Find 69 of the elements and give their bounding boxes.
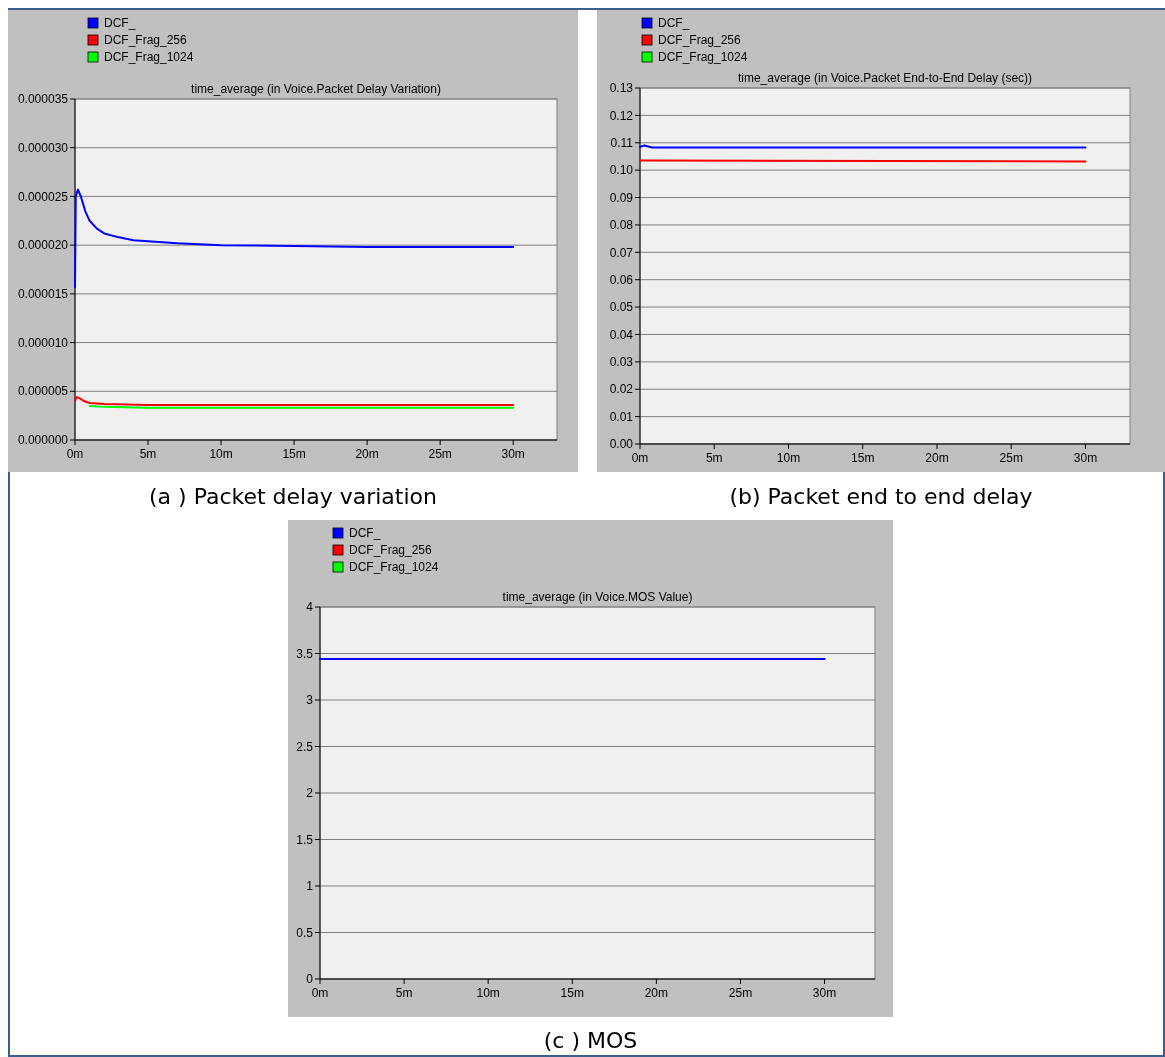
legend-label: DCF_Frag_1024	[104, 50, 194, 64]
y-tick-label: 3.5	[296, 646, 314, 661]
legend-label: DCF_Frag_1024	[658, 50, 748, 64]
legend-label: DCF_Frag_256	[349, 543, 433, 557]
legend-label: DCF_Frag_1024	[349, 560, 439, 574]
y-tick-label: 0.12	[609, 108, 634, 123]
x-tick-label: 20m	[925, 451, 949, 465]
y-tick-label: 2.5	[296, 739, 314, 754]
y-tick-label: 1.5	[296, 832, 314, 847]
y-tick-label: 0.13	[609, 81, 634, 96]
x-tick-label: 5m	[705, 451, 723, 465]
x-tick-label: 10m	[776, 451, 801, 465]
y-tick-label: 0.000000	[17, 433, 69, 448]
y-tick-label: 0.08	[609, 218, 634, 233]
y-tick-label: 0.000020	[17, 238, 69, 253]
x-tick-label: 5m	[395, 986, 413, 1000]
y-tick-label: 0.04	[609, 327, 634, 342]
y-tick-label: 0.00	[609, 437, 634, 452]
x-tick-label: 5m	[139, 447, 157, 461]
y-tick-label: 0.05	[609, 300, 634, 315]
y-tick-label: 0	[306, 972, 314, 987]
chart-title: time_average (in Voice.Packet Delay Variation)	[191, 82, 441, 96]
x-tick-label: 15m	[560, 986, 584, 1000]
text: (b) Packet end to end delay	[729, 484, 1033, 509]
y-tick-label: 0.000015	[17, 287, 69, 302]
y-tick-label: 2	[306, 786, 314, 801]
y-tick-label: 0.5	[296, 925, 314, 940]
x-tick-label: 30m	[501, 447, 525, 461]
line-series	[74, 396, 515, 406]
y-tick-label: 0.000030	[17, 140, 69, 155]
x-tick-label: 30m	[1073, 451, 1098, 465]
y-tick-label: 4	[306, 600, 314, 615]
x-tick-label: 15m	[851, 451, 875, 465]
x-tick-label: 15m	[282, 447, 306, 461]
x-tick-label: 10m	[209, 447, 233, 461]
line-series	[74, 188, 515, 289]
y-tick-label: 0.09	[609, 190, 634, 205]
y-tick-label: 0.06	[609, 272, 634, 287]
x-tick-label: 20m	[355, 447, 379, 461]
y-tick-label: 0.01	[609, 409, 634, 424]
text: (a ) Packet delay variation	[149, 484, 437, 509]
legend-label: DCF_	[658, 16, 690, 30]
legend-label: DCF_	[349, 526, 381, 540]
text: (c ) MOS	[543, 1028, 638, 1053]
legend-label: DCF_	[104, 16, 136, 30]
y-tick-label: 0.02	[609, 382, 634, 397]
y-tick-label: 3	[306, 693, 314, 708]
legend-label: DCF_Frag_256	[658, 33, 742, 47]
legend-label: DCF_Frag_256	[104, 33, 188, 47]
x-tick-label: 25m	[728, 986, 753, 1000]
y-tick-label: 0.000010	[17, 335, 69, 350]
x-tick-label: 0m	[631, 451, 649, 465]
y-tick-label: 0.000035	[17, 92, 69, 107]
x-tick-label: 25m	[428, 447, 452, 461]
x-tick-label: 20m	[644, 986, 669, 1000]
x-tick-label: 0m	[66, 447, 84, 461]
x-tick-label: 10m	[476, 986, 500, 1000]
chart-title: time_average (in Voice.Packet End-to-End Delay (sec))	[737, 71, 1033, 85]
y-tick-label: 0.000005	[17, 384, 69, 399]
x-tick-label: 25m	[999, 451, 1023, 465]
chart-title: time_average (in Voice.MOS Value)	[502, 590, 693, 604]
y-tick-label: 0.10	[609, 163, 634, 178]
y-tick-label: 0.07	[609, 245, 634, 260]
y-tick-label: 0.11	[610, 135, 634, 150]
y-tick-label: 0.03	[609, 355, 634, 370]
y-tick-label: 1	[306, 879, 314, 894]
y-tick-label: 0.000025	[17, 189, 69, 204]
x-tick-label: 30m	[812, 986, 837, 1000]
x-tick-label: 0m	[311, 986, 329, 1000]
